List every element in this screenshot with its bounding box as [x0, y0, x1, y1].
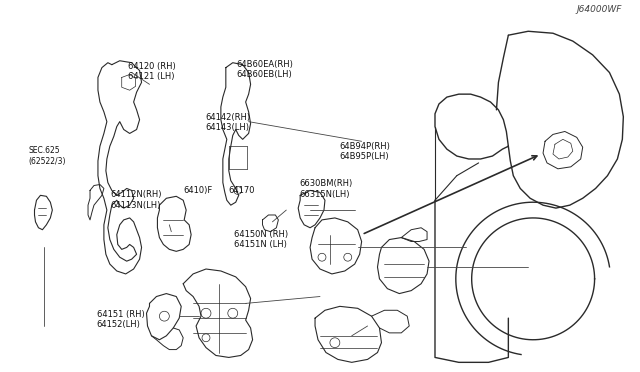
Text: 64B60EA(RH)
64B60EB(LH): 64B60EA(RH) 64B60EB(LH) — [236, 60, 293, 79]
Text: 64120 (RH)
64121 (LH): 64120 (RH) 64121 (LH) — [129, 61, 176, 81]
Text: 6630BM(RH)
66315N(LH): 6630BM(RH) 66315N(LH) — [300, 179, 353, 199]
Text: 64150N (RH)
64151N (LH): 64150N (RH) 64151N (LH) — [234, 230, 289, 249]
Text: 64151 (RH)
64152(LH): 64151 (RH) 64152(LH) — [97, 310, 145, 330]
Text: 64B94P(RH)
64B95P(LH): 64B94P(RH) 64B95P(LH) — [339, 142, 390, 161]
Text: 64170: 64170 — [228, 186, 255, 195]
Text: 6410)F: 6410)F — [184, 186, 213, 195]
Text: 64112N(RH)
64113N(LH): 64112N(RH) 64113N(LH) — [111, 190, 162, 209]
Text: 64142(RH)
64143(LH): 64142(RH) 64143(LH) — [206, 113, 251, 132]
Text: J64000WF: J64000WF — [576, 5, 621, 14]
Text: SEC.625
(62522/3): SEC.625 (62522/3) — [28, 146, 66, 166]
